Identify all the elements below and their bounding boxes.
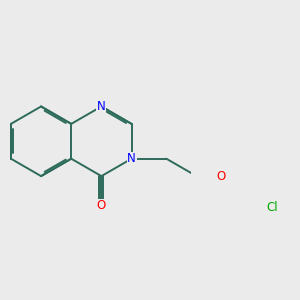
Text: Cl: Cl xyxy=(266,201,278,214)
Text: N: N xyxy=(97,100,106,113)
Text: N: N xyxy=(127,152,136,165)
Text: O: O xyxy=(97,199,106,212)
Text: O: O xyxy=(216,169,226,183)
